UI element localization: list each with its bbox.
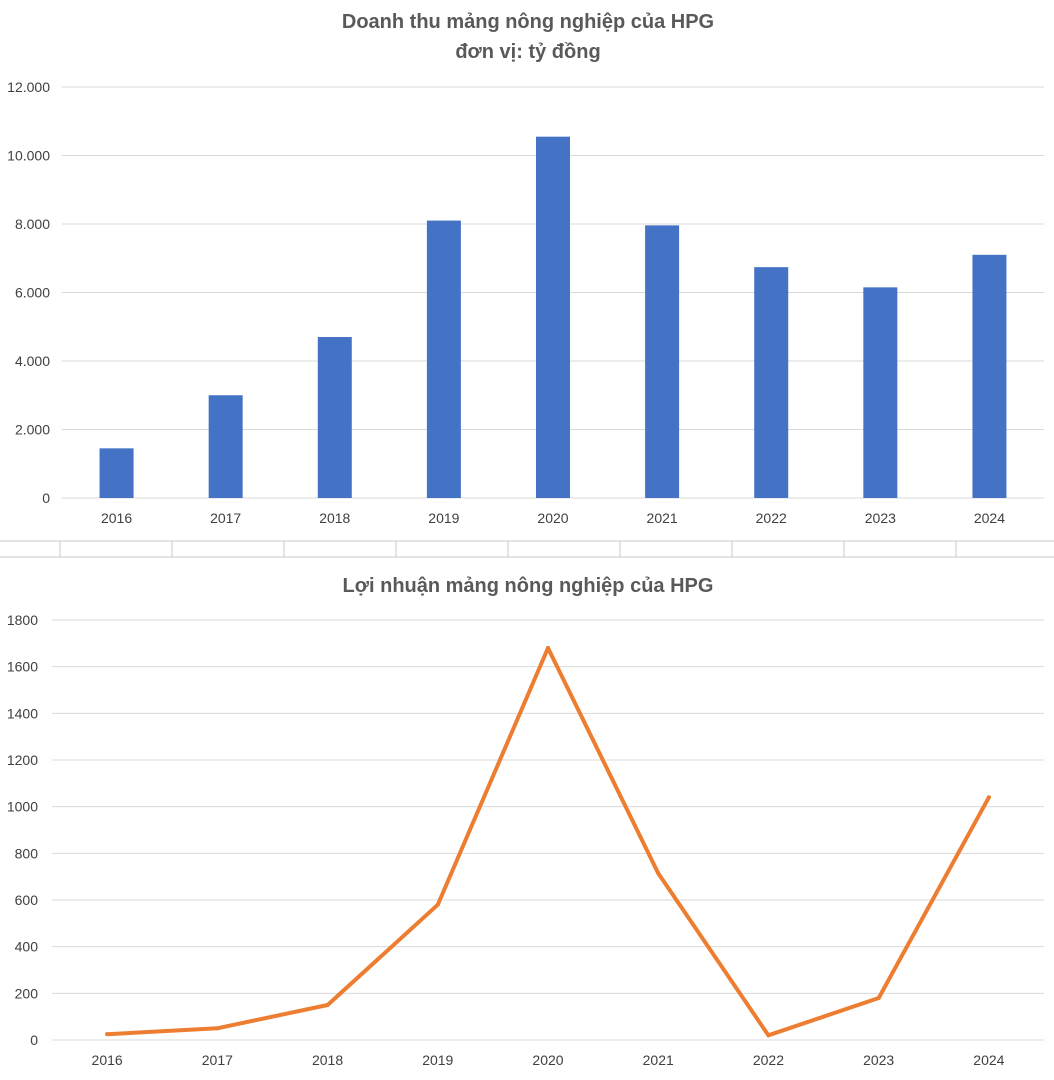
x-tick-label: 2024 <box>974 510 1005 526</box>
bar <box>317 337 352 498</box>
x-tick-label: 2018 <box>312 1052 343 1068</box>
y-tick-label: 1600 <box>7 659 38 675</box>
bar <box>972 254 1007 498</box>
x-tick-label: 2017 <box>210 510 241 526</box>
data-point <box>986 795 991 800</box>
line-series <box>105 646 991 1038</box>
x-tick-label: 2019 <box>428 510 459 526</box>
data-point <box>215 1026 220 1031</box>
bar <box>208 395 243 498</box>
x-tick-label: 2024 <box>973 1052 1004 1068</box>
profit-line-chart: Lợi nhuận mảng nông nghiệp của HPG 0 200 4… <box>7 575 1044 1068</box>
y-tick-label: 4.000 <box>15 353 50 369</box>
x-tick-label: 2021 <box>647 510 678 526</box>
y-tick-label: 8.000 <box>15 216 50 232</box>
x-tick-label: 2020 <box>537 510 568 526</box>
x-tick-label: 2019 <box>422 1052 453 1068</box>
x-tick-label: 2017 <box>202 1052 233 1068</box>
y-axis-ticks: 0 2.000 4.000 6.000 8.000 10.000 12.000 <box>7 79 50 506</box>
y-tick-label: 2.000 <box>15 422 50 438</box>
series-line <box>105 646 991 1038</box>
data-point <box>766 1033 771 1038</box>
bar <box>645 225 680 498</box>
y-tick-label: 10.000 <box>7 148 50 164</box>
data-point <box>105 1032 110 1037</box>
x-axis-ticks: 2016 2017 2018 2019 2020 2021 2022 2023 2024 <box>92 1052 1005 1068</box>
y-tick-label: 0 <box>30 1032 38 1048</box>
y-axis-ticks: 0 200 400 600 800 1000 1200 1400 1600 1800 <box>7 612 38 1048</box>
y-tick-label: 12.000 <box>7 79 50 95</box>
y-tick-label: 1400 <box>7 705 38 721</box>
x-tick-label: 2023 <box>863 1052 894 1068</box>
revenue-bar-chart: Doanh thu mảng nông nghiệp của HPG đơn v… <box>7 11 1044 526</box>
bar-series <box>99 136 1007 498</box>
y-tick-label: 600 <box>15 892 39 908</box>
data-point <box>325 1003 330 1007</box>
x-tick-label: 2022 <box>753 1052 784 1068</box>
x-axis-ticks: 2016 2017 2018 2019 2020 2021 2022 2023 2024 <box>101 510 1005 526</box>
data-point <box>656 871 661 876</box>
x-tick-label: 2016 <box>92 1052 123 1068</box>
x-tick-label: 2018 <box>319 510 350 526</box>
x-tick-label: 2021 <box>643 1052 674 1068</box>
grid-lines <box>52 619 1044 1041</box>
x-tick-label: 2016 <box>101 510 132 526</box>
chart-title: Doanh thu mảng nông nghiệp của HPG <box>342 11 714 33</box>
y-tick-label: 400 <box>15 939 39 955</box>
sheet-gridline-separator <box>0 540 1054 558</box>
x-tick-label: 2023 <box>865 510 896 526</box>
x-tick-label: 2020 <box>532 1052 563 1068</box>
y-tick-label: 200 <box>15 985 39 1001</box>
data-point <box>876 996 881 1000</box>
y-tick-label: 800 <box>15 845 39 861</box>
bar <box>536 136 570 498</box>
y-tick-label: 6.000 <box>15 285 50 301</box>
y-tick-label: 1000 <box>7 799 38 815</box>
data-point <box>435 902 440 907</box>
bar <box>426 220 461 498</box>
y-tick-label: 1200 <box>7 752 38 768</box>
y-tick-label: 1800 <box>7 612 38 628</box>
x-tick-label: 2022 <box>756 510 787 526</box>
bar <box>863 287 898 498</box>
data-point <box>546 646 550 650</box>
y-tick-label: 0 <box>42 490 50 506</box>
bar <box>99 448 134 498</box>
bar <box>754 267 789 498</box>
chart-title: Lợi nhuận mảng nông nghiệp của HPG <box>343 575 714 597</box>
chart-subtitle: đơn vị: tỷ đồng <box>455 41 600 63</box>
